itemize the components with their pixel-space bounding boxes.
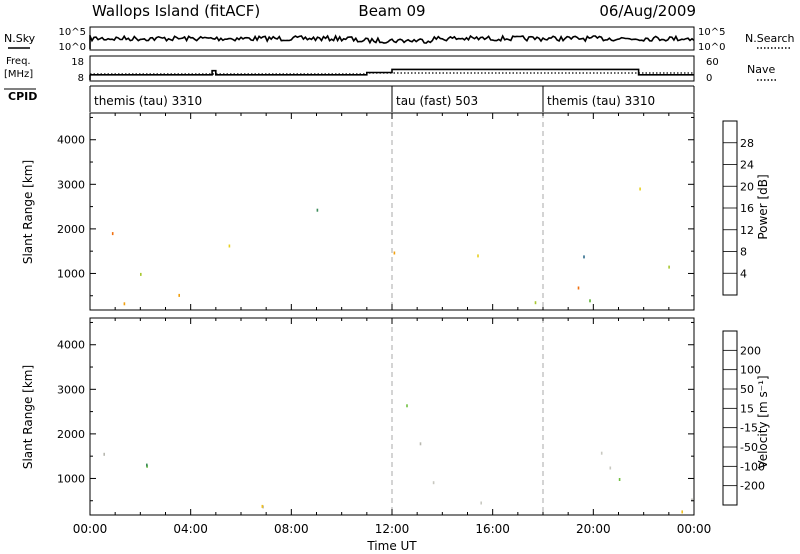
velocity-ylabel: Slant Range [km] (21, 365, 35, 469)
echo-cell (123, 302, 126, 306)
xtick-label: 20:00 (576, 522, 611, 536)
echo-cell (668, 265, 670, 269)
echo-cell (618, 478, 621, 481)
ytick-label: 1000 (57, 472, 85, 485)
colorbar-tick-label: 8 (740, 246, 747, 259)
nsearch-tick-low: 10^0 (698, 42, 725, 53)
cpid-segment-label: themis (tau) 3310 (94, 94, 202, 108)
nave-tick-low: 0 (706, 73, 712, 84)
colorbar-tick-label: 24 (740, 159, 754, 172)
nsearch-tick-high: 10^5 (698, 27, 725, 38)
colorbar-tick-label: -15 (740, 422, 758, 435)
colorbar-tick-label: 200 (740, 344, 761, 357)
colorbar-tick-label: 50 (740, 383, 754, 396)
nave-trace (90, 72, 694, 75)
nsky-label: N.Sky (4, 32, 36, 45)
echo-cell (393, 251, 396, 255)
echo-cell (600, 451, 603, 455)
freq-tick-high: 18 (71, 57, 84, 68)
colorbar-tick-label: -200 (740, 480, 765, 493)
cpid-panel: CPID themis (tau) 3310 tau (fast) 503 them… (4, 85, 695, 112)
power-ylabel: Slant Range [km] (21, 160, 35, 264)
echo-cell (140, 272, 142, 276)
nsky-trace (89, 34, 695, 49)
freq-tick-low: 8 (78, 73, 84, 84)
freq-trace (89, 68, 694, 80)
xaxis-label: Time UT (366, 539, 417, 553)
ytick-label: 3000 (57, 383, 85, 396)
freq-panel: Freq. [MHz] 18 8 60 0 Nave (4, 55, 778, 84)
cpid-segment-label: themis (tau) 3310 (547, 94, 655, 108)
xtick-label: 04:00 (173, 522, 208, 536)
nave-tick-high: 60 (706, 57, 719, 68)
freq-label-line2: [MHz] (4, 69, 33, 80)
date-title: 06/Aug/2009 (599, 2, 696, 20)
velocity-panel: 4000 3000 2000 1000 Slant Range [km] 200 100… (21, 317, 770, 516)
ytick-label: 1000 (57, 267, 85, 280)
nsearch-label: N.Search (745, 32, 795, 45)
echo-cell (261, 504, 264, 508)
echo-cell (419, 442, 422, 446)
echo-cell (691, 498, 693, 502)
colorbar-tick-label: -50 (740, 441, 758, 454)
xtick-label: 00:00 (73, 522, 108, 536)
ytick-label: 4000 (57, 339, 85, 352)
cpid-segment-label: tau (fast) 503 (396, 94, 478, 108)
xtick-label: 00:00 (677, 522, 712, 536)
echo-cell (639, 187, 641, 191)
echo-cell (609, 466, 612, 470)
ytick-label: 2000 (57, 223, 85, 236)
colorbar-tick-label: 100 (740, 364, 761, 377)
echo-cell (406, 404, 408, 408)
nsky-tick-low: 10^0 (59, 42, 86, 53)
echo-cell (111, 232, 114, 236)
power-panel: 4000 3000 2000 1000 Slant Range [km] 28 24 20… (21, 112, 770, 311)
colorbar-tick-label: 15 (740, 402, 754, 415)
colorbar-tick-label: 12 (740, 224, 754, 237)
echo-cell (146, 463, 148, 467)
xtick-label: 08:00 (274, 522, 309, 536)
echo-cell (681, 510, 683, 514)
colorbar-tick-label: 20 (740, 180, 754, 193)
colorbar-frame (722, 330, 738, 506)
nsky-tick-high: 10^5 (59, 27, 86, 38)
echo-cell (316, 208, 319, 212)
velocity-colorbar-label: Velocity [m s⁻¹] (756, 375, 770, 468)
ytick-label: 4000 (57, 134, 85, 147)
echo-cell (178, 293, 180, 297)
ytick-label: 3000 (57, 178, 85, 191)
power-colorbar-label: Power [dB] (756, 174, 770, 239)
echo-cell (228, 244, 231, 248)
nave-label: Nave (747, 63, 775, 76)
echo-cell (432, 481, 435, 485)
colorbar-tick-label: 4 (740, 267, 747, 280)
cpid-label: CPID (8, 90, 37, 103)
echo-cell (480, 501, 482, 505)
sky-panel: N.Sky 10^5 10^0 10^5 10^0 N.Search (4, 26, 795, 53)
echo-cell (477, 254, 479, 258)
colorbar-tick-label: 28 (740, 137, 754, 150)
colorbar-tick-label: -100 (740, 460, 765, 473)
echo-cell (589, 299, 591, 303)
station-title: Wallops Island (fitACF) (92, 2, 260, 20)
echo-cell (583, 255, 585, 259)
ytick-label: 2000 (57, 428, 85, 441)
colorbar-tick-label: 16 (740, 202, 754, 215)
echo-cell (103, 452, 105, 456)
beam-title: Beam 09 (358, 2, 425, 20)
xtick-label: 16:00 (475, 522, 510, 536)
echo-cell (534, 301, 537, 305)
freq-label-line1: Freq. (6, 56, 31, 67)
echo-cell (577, 286, 580, 290)
xtick-label: 12:00 (375, 522, 410, 536)
